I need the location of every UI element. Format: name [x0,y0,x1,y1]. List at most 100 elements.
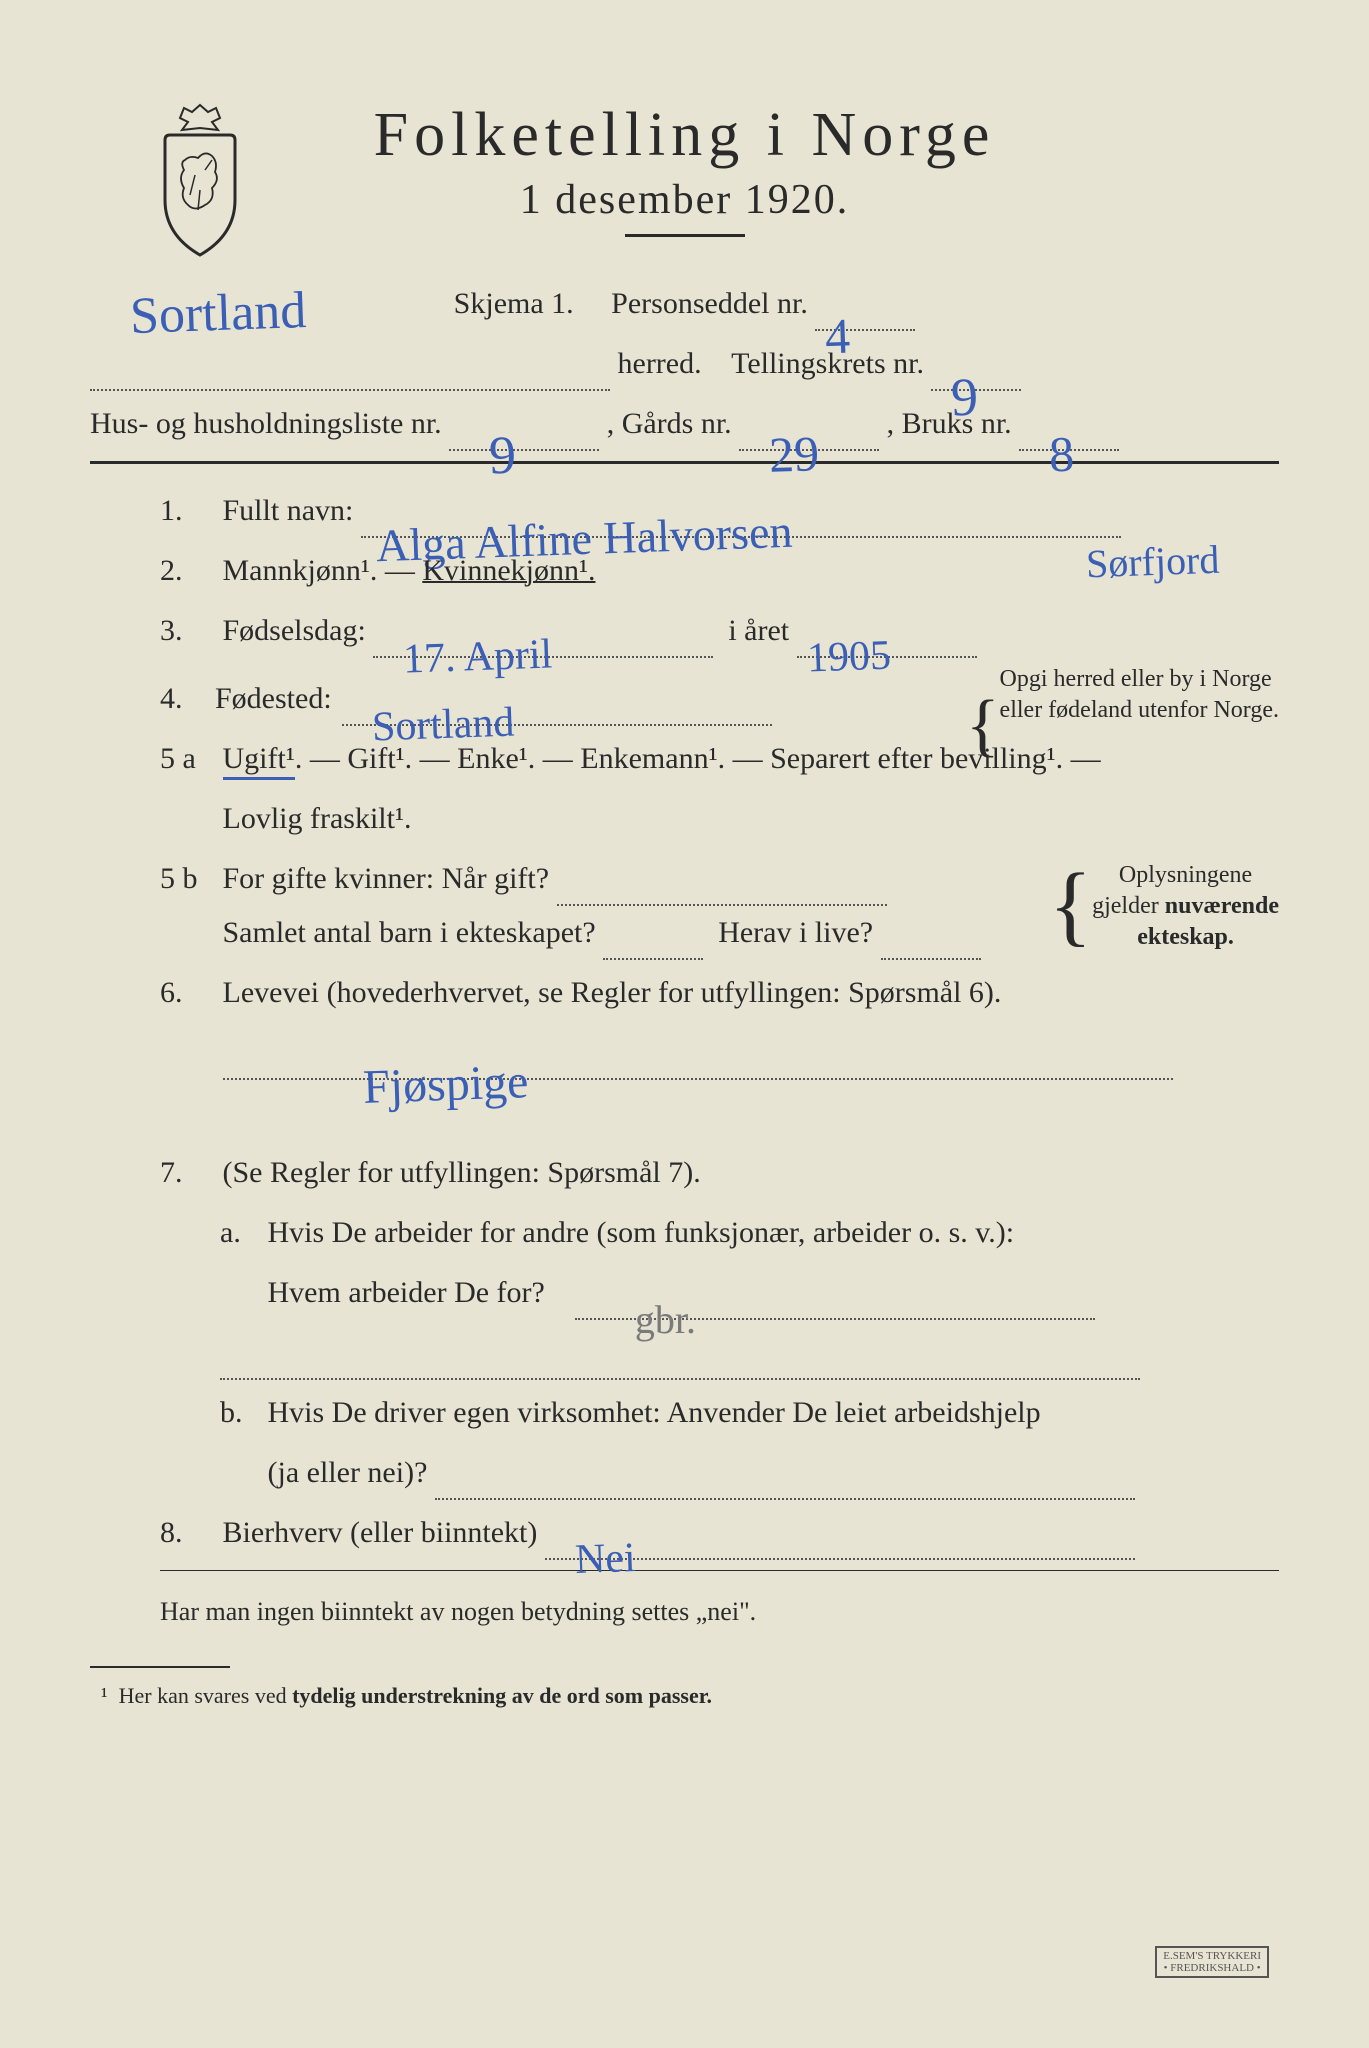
q5a-opts2: Lovlig fraskilt¹. [223,802,412,835]
q1-row: 1. Fullt navn: Alga Alfine Halvorsen Sør… [90,484,1279,538]
q2-kvinne: Kvinnekjønn¹. [422,554,595,587]
q1-num: 1. [160,484,215,538]
footnote-text: ¹ Her kan svares ved tydelig understrekn… [90,1683,712,1708]
q2-num: 2. [160,544,215,598]
q4-num: 4. [160,672,215,726]
gards-label: , Gårds nr. [607,407,732,440]
q5a-num: 5 a [160,732,215,786]
bottom-note: Har man ingen biinntekt av nogen betydni… [90,1589,1279,1636]
footnote-block: ¹ Her kan svares ved tydelig understrekn… [90,1666,1279,1716]
q5b-gift-field [557,904,887,906]
q8-label: Bierhverv (eller biinntekt) [223,1516,538,1549]
q5b-barn-field [603,958,703,960]
tellingskrets-label: Tellingskrets nr. [731,347,924,380]
q5b-note: Oplysningene gjelder nuværende ekteskap. [1092,860,1279,954]
q5a-row2: Lovlig fraskilt¹. [90,792,1279,846]
crest-svg [140,100,260,260]
q1-label: Fullt navn: [223,494,354,527]
bruks-label: , Bruks nr. [887,407,1012,440]
printer-line2: • FREDRIKSHALD • [1164,1962,1261,1974]
printer-line1: E.SEM'S TRYKKERI [1163,1950,1261,1962]
census-form-page: Folketelling i Norge 1 desember 1920. Sk… [0,0,1369,2048]
q6-value-row: Fjøspige [90,1026,1279,1080]
q7b-text1: Hvis De driver egen virksomhet: Anvender… [268,1396,1041,1429]
q7b-text2: (ja eller nei)? [268,1456,428,1489]
q6-num: 6. [160,966,215,1020]
q3-year-field: 1905 [797,656,977,658]
q7b-field [435,1498,1135,1500]
subtitle: 1 desember 1920. [90,176,1279,224]
q7b-row2: (ja eller nei)? [90,1446,1279,1500]
q5b-note1: Oplysningene [1119,862,1252,888]
q7a-row1: a. Hvis De arbeider for andre (som funks… [90,1206,1279,1260]
q5b-num: 5 b [160,852,215,906]
footnote-rule [90,1666,230,1668]
header: Folketelling i Norge 1 desember 1920. [90,100,1279,237]
form-body: Skjema 1. Personseddel nr. 4 Sortland he… [90,277,1279,1716]
q3-num: 3. [160,604,215,658]
q3-year-label: i året [728,614,789,647]
q4-note: Opgi herred eller by i Norge eller fødel… [1000,664,1279,726]
q7b-row1: b. Hvis De driver egen virksomhet: Anven… [90,1386,1279,1440]
q7a-field: gbr. [575,1318,1095,1320]
q1-field: Alga Alfine Halvorsen [361,536,1121,538]
q5b-l1a: For gifte kvinner: Når gift? [223,862,550,895]
divider-1 [90,461,1279,464]
q2-dash: — [385,554,423,587]
q5b-live-field [881,958,981,960]
q3-row: 3. Fødselsdag: 17. April i året 1905 [90,604,1279,658]
q7a-text1: Hvis De arbeider for andre (som funksjon… [268,1216,1015,1249]
herred-field [90,389,610,391]
q4-field: Sortland [342,724,772,726]
q5a-row1: 5 a Ugift¹. — Gift¹. — Enke¹. — Enkemann… [90,732,1279,786]
q4-row: 4. Fødested: Sortland { Opgi herred elle… [90,664,1279,726]
printer-mark: E.SEM'S TRYKKERI • FREDRIKSHALD • [1155,1946,1269,1978]
q2-row: 2. Mannkjønn¹. — Kvinnekjønn¹. [90,544,1279,598]
coat-of-arms-icon [140,100,260,260]
q5b-line2: Samlet antal barn i ekteskapet? Herav i … [160,906,1049,960]
q7-blank-line [90,1326,1279,1380]
subtitle-rule [625,234,745,237]
q6-blank [90,1086,1279,1140]
q7b-letter: b. [220,1386,260,1440]
row-skjema: Skjema 1. Personseddel nr. 4 Sortland [90,277,1279,331]
q5b-line1: 5 b For gifte kvinner: Når gift? [160,852,1049,906]
q5b-note2: gjelder nuværende [1092,893,1279,919]
main-title: Folketelling i Norge [90,100,1279,171]
gards-field: 29 [739,449,879,451]
q7-label: (Se Regler for utfyllingen: Spørsmål 7). [223,1156,701,1189]
q5a-opts: Ugift¹. — Gift¹. — Enke¹. — Enkemann¹. —… [223,742,1101,780]
q4-label: Fødested: [215,672,332,726]
q7-row: 7. (Se Regler for utfyllingen: Spørsmål … [90,1146,1279,1200]
q7-num: 7. [160,1146,215,1200]
personseddel-label: Personseddel nr. [611,287,808,320]
q6-label: Levevei (hovederhvervet, se Regler for u… [223,976,1002,1009]
husliste-field: 9 [449,449,599,451]
q8-value: Nei [574,1521,637,1599]
herred-label: herred. [618,347,702,380]
q4-note1: Opgi herred eller by i Norge [1000,666,1272,692]
personseddel-field: 4 [815,329,915,331]
q4-note2: eller fødeland utenfor Norge. [1000,697,1279,723]
q8-num: 8. [160,1506,215,1560]
row-husliste: Hus- og husholdningsliste nr. 9 , Gårds … [90,397,1279,451]
q3-label: Fødselsdag: [223,614,366,647]
q7-blank-field [220,1378,1140,1380]
q5b-l2b: Herav i live? [718,916,873,949]
tellingskrets-field: 9 [931,389,1021,391]
q5b-l2a: Samlet antal barn i ekteskapet? [223,916,596,949]
husliste-label: Hus- og husholdningsliste nr. [90,407,442,440]
q7a-letter: a. [220,1206,260,1260]
q8-row: 8. Bierhverv (eller biinntekt) Nei [90,1506,1279,1560]
q7a-text2: Hvem arbeider De for? [268,1276,545,1309]
bruks-field: 8 [1019,449,1119,451]
q5b-row: 5 b For gifte kvinner: Når gift? Samlet … [90,852,1279,960]
q5b-note3: ekteskap. [1137,924,1234,950]
divider-2 [160,1570,1279,1571]
q6-field: Fjøspige [223,1078,1173,1080]
q7a-row2: Hvem arbeider De for? gbr. [90,1266,1279,1320]
row-herred: herred. Tellingskrets nr. 9 [90,337,1279,391]
q2-mann: Mannkjønn¹. [223,554,378,587]
skjema-label: Skjema 1. [454,287,574,320]
q3-day-field: 17. April [373,656,713,658]
